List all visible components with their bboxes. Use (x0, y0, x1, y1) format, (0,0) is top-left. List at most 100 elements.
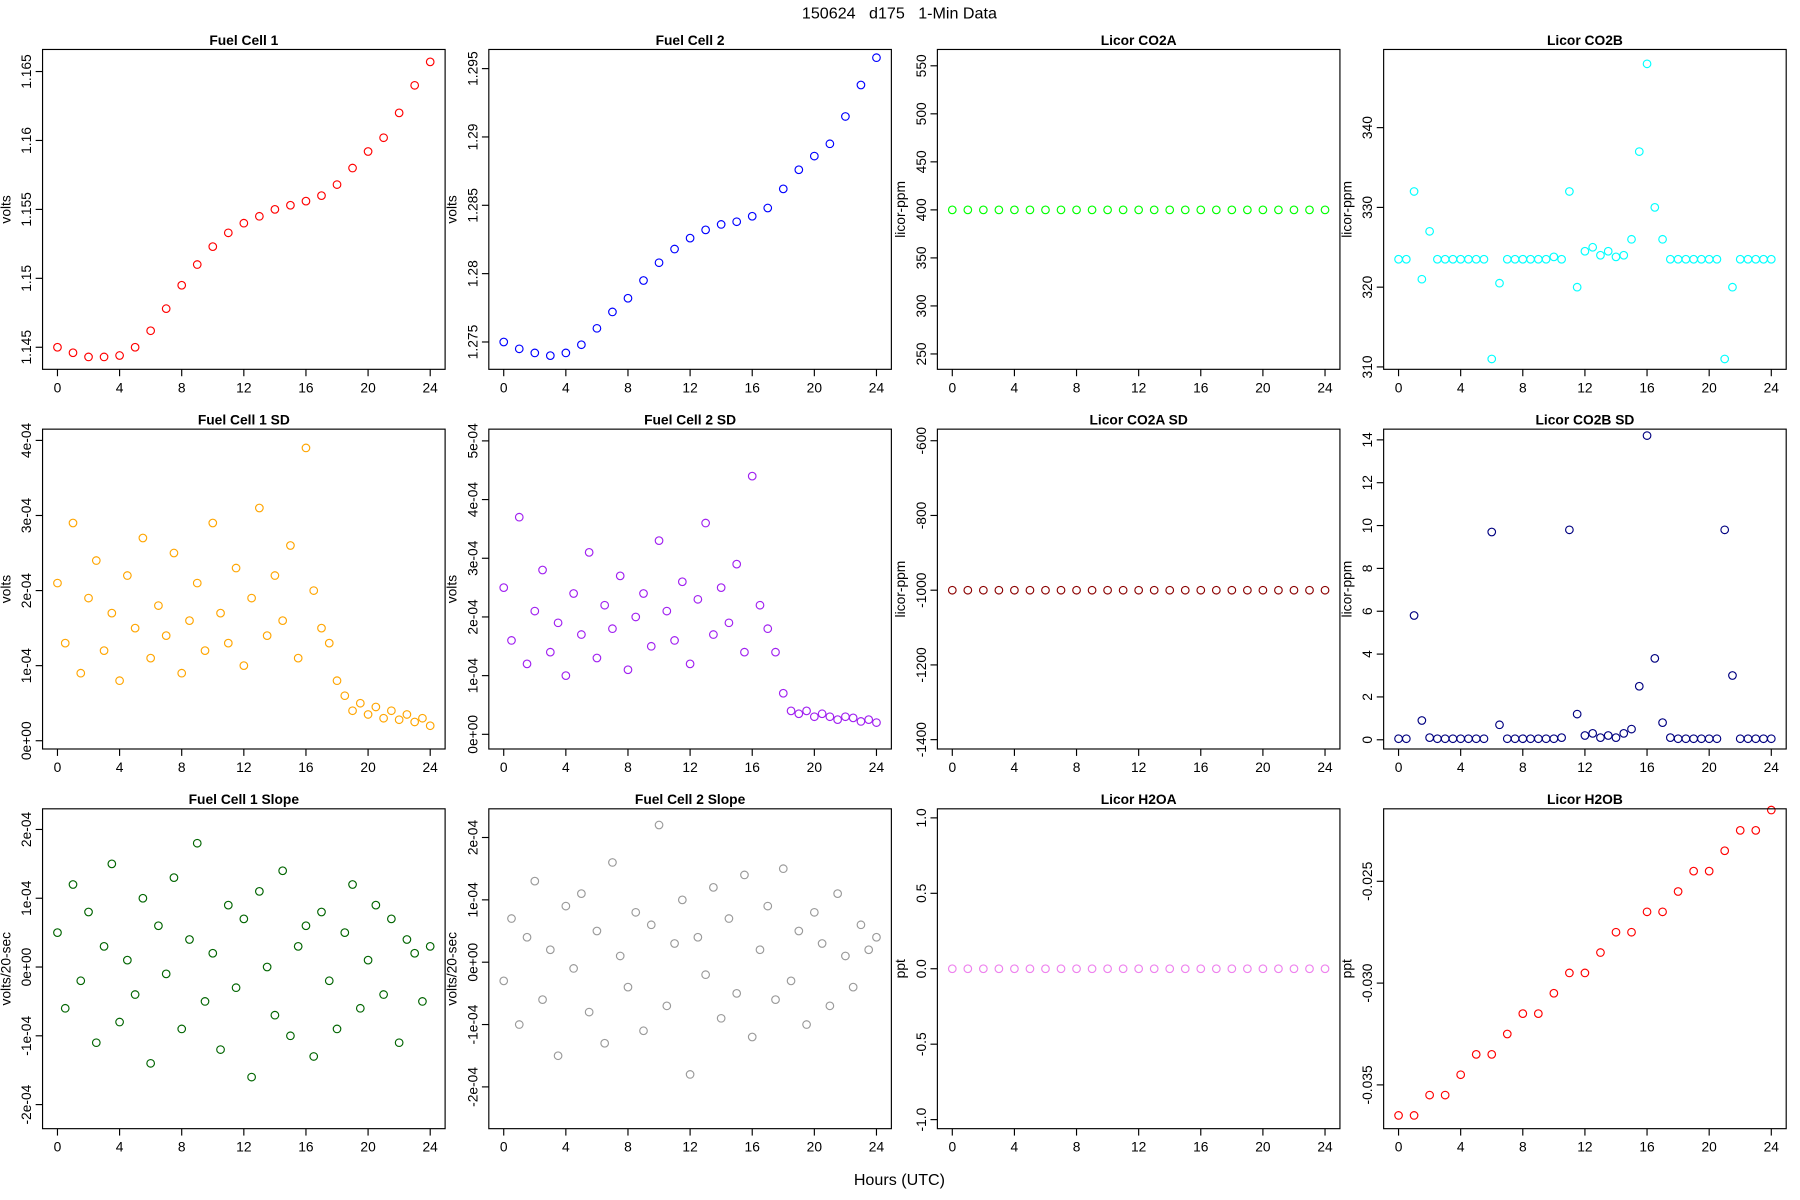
point (402, 710, 412, 719)
point (1456, 254, 1466, 264)
x-tick-label: 4 (116, 760, 124, 775)
y-tick-label: 1e-04 (465, 882, 480, 918)
panel-title: Licor CO2B SD (1535, 413, 1634, 428)
x-tick-label: 12 (1131, 380, 1146, 395)
point (177, 280, 187, 290)
x-tick-label: 8 (624, 1140, 632, 1155)
panel-title: Fuel Cell 1 Slope (189, 792, 300, 807)
point (545, 351, 555, 361)
y-axis-label: ppt (893, 959, 908, 978)
point (355, 1003, 365, 1013)
x-tick-label: 20 (807, 1140, 823, 1155)
point (363, 147, 373, 156)
point (809, 151, 819, 161)
x-tick-label: 24 (1764, 380, 1780, 395)
y-tick-label: 1.295 (465, 51, 480, 86)
y-tick-label: 6 (1360, 607, 1375, 615)
point (841, 712, 850, 722)
point (223, 638, 233, 648)
point (115, 676, 124, 686)
point (1611, 927, 1621, 937)
point (138, 533, 148, 543)
y-tick-label: 12 (1360, 475, 1375, 490)
point (1759, 734, 1768, 744)
point (1274, 585, 1283, 595)
y-tick-label: -1.0 (914, 1107, 929, 1131)
y-tick-label: 4e-04 (19, 422, 34, 458)
point (1526, 254, 1535, 264)
point (963, 585, 973, 595)
point (716, 1013, 726, 1023)
point (569, 964, 578, 973)
point (545, 647, 555, 657)
point (1440, 734, 1450, 744)
point (254, 211, 264, 221)
y-tick-label: 3e-04 (19, 498, 34, 534)
point (654, 820, 664, 830)
point (371, 900, 381, 910)
y-tick-label: -0.030 (1360, 963, 1375, 1002)
point (1409, 1111, 1419, 1120)
y-tick-label: 0e+00 (19, 721, 34, 760)
point (1464, 734, 1473, 744)
point (1425, 226, 1434, 236)
figure-title: 150624 d175 1-Min Data (802, 4, 997, 22)
point (685, 659, 695, 669)
point (709, 883, 718, 892)
x-tick-label: 4 (1457, 760, 1465, 775)
y-tick-label: 8 (1360, 564, 1375, 572)
point (1103, 585, 1112, 595)
point (1728, 671, 1737, 680)
point (154, 601, 163, 610)
point (561, 901, 571, 911)
point (1087, 205, 1097, 215)
point (161, 304, 171, 314)
point (978, 585, 988, 595)
point (348, 163, 357, 173)
point (1134, 585, 1144, 595)
point (670, 939, 679, 948)
point (169, 873, 179, 882)
point (262, 631, 272, 640)
x-tick-label: 16 (745, 380, 761, 395)
point (514, 512, 524, 522)
point (1658, 907, 1667, 917)
point (755, 600, 765, 610)
point (146, 1058, 156, 1068)
x-tick-label: 8 (1073, 760, 1081, 775)
point (538, 565, 547, 575)
point (348, 880, 357, 889)
point (778, 184, 788, 194)
y-tick-label: 0 (1360, 736, 1375, 744)
point (654, 536, 664, 546)
x-tick-label: 12 (1131, 1140, 1146, 1155)
point (1165, 964, 1175, 974)
x-tick-label: 16 (1639, 1140, 1655, 1155)
point (670, 636, 679, 645)
point (1487, 354, 1497, 364)
point (856, 717, 866, 726)
x-tick-label: 20 (1255, 1140, 1271, 1155)
point (507, 914, 516, 923)
point (53, 342, 62, 352)
point (239, 218, 249, 228)
point (1211, 964, 1221, 974)
y-axis-label: ppt (1339, 959, 1354, 978)
point (379, 990, 388, 999)
x-tick-label: 16 (298, 1140, 314, 1155)
point (1751, 254, 1761, 264)
point (670, 244, 679, 254)
y-tick-label: 1e-04 (465, 658, 480, 694)
point (1320, 205, 1330, 215)
x-tick-label: 0 (500, 1140, 508, 1155)
point (1681, 254, 1691, 264)
point (223, 900, 233, 910)
point (771, 647, 780, 657)
point (1533, 254, 1543, 264)
point (1720, 354, 1730, 364)
plot-frame (488, 48, 892, 370)
point (786, 706, 796, 716)
point (60, 1003, 70, 1013)
y-axis-label: volts (0, 575, 13, 603)
point (662, 606, 672, 616)
